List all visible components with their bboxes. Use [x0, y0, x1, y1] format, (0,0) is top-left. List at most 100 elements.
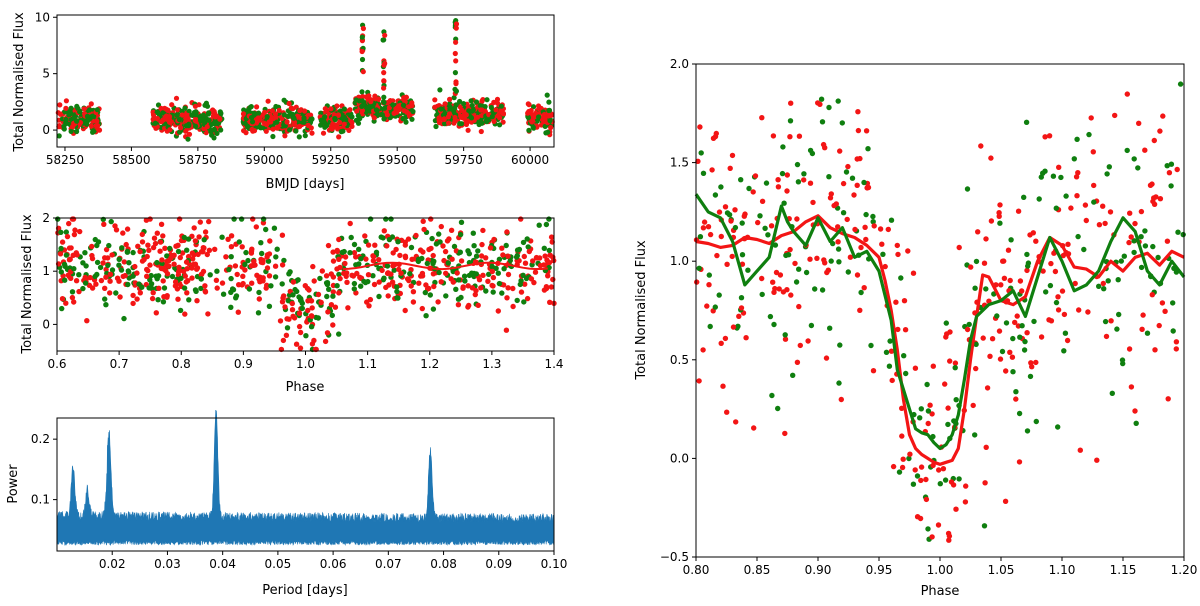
timeseries-point: [525, 110, 531, 116]
phase-folded-point: [113, 290, 119, 296]
phase-zoom-point: [1091, 182, 1097, 189]
phase-folded-point: [201, 237, 207, 243]
phase-zoom-ytick-label: 1.0: [670, 254, 689, 268]
phase-zoom-point: [858, 289, 864, 296]
timeseries-point: [154, 110, 160, 116]
phase-zoom-point: [1055, 294, 1061, 300]
phase-folded-point: [402, 254, 409, 261]
periodogram-axes: 0.02 0.03 0.04 0.05 0.06 0.07 0.08 0.09 0.10 0.1 0…: [31, 432, 567, 571]
phase-folded-point: [89, 243, 95, 250]
phase-zoom-point: [1033, 238, 1039, 244]
timeseries-point: [366, 93, 372, 99]
phase-folded-point: [394, 288, 400, 295]
timeseries-point: [274, 125, 280, 131]
phase-folded-point: [181, 285, 188, 291]
phase-zoom-point: [896, 469, 903, 475]
phase-zoom-point: [838, 396, 844, 403]
phase-folded-point: [547, 252, 553, 258]
phase-zoom-point: [1104, 171, 1110, 177]
phase-folded-point: [223, 254, 229, 260]
phase-folded-point: [356, 246, 362, 252]
phase-folded-point: [490, 289, 496, 295]
phase-zoom-point: [781, 200, 787, 206]
phase-folded-point: [164, 271, 171, 277]
periodogram-xtick-label: 0.07: [375, 557, 402, 571]
timeseries-point: [452, 114, 458, 121]
timeseries-point: [302, 108, 308, 114]
timeseries-point: [381, 85, 387, 91]
phase-zoom-point: [1165, 396, 1171, 402]
periodogram-power-trace: [56, 409, 555, 547]
phase-zoom-point: [1127, 210, 1133, 216]
phase-zoom-point: [903, 370, 909, 377]
phase-zoom-point: [788, 292, 794, 298]
phase-folded-point: [186, 297, 192, 303]
phase-zoom-point: [1128, 234, 1134, 240]
phase-folded-point: [472, 291, 478, 298]
phase-folded-point: [413, 232, 419, 239]
phase-zoom-point: [923, 496, 930, 503]
phase-zoom-point: [912, 365, 919, 371]
phase-folded-point: [298, 298, 304, 304]
phase-zoom-point: [814, 255, 820, 261]
phase-zoom-point: [1051, 250, 1057, 256]
phase-folded-point: [234, 271, 240, 278]
phase-zoom-point: [771, 321, 777, 328]
timeseries-point: [530, 104, 537, 110]
phase-zoom-point: [983, 286, 989, 292]
phase-zoom-point: [1009, 354, 1016, 360]
phase-folded-point: [536, 222, 542, 228]
phase-folded-point: [130, 300, 136, 307]
phase-folded-point: [264, 265, 271, 271]
phase-zoom-point: [733, 419, 739, 425]
phase-zoom-point: [1013, 396, 1019, 402]
phase-folded-point: [121, 315, 127, 322]
timeseries-point: [74, 128, 80, 135]
phase-folded-point: [358, 283, 364, 289]
phase-zoom-point: [822, 145, 828, 151]
phase-zoom-point: [945, 421, 951, 428]
timeseries-point: [497, 122, 503, 128]
phase-folded-point: [449, 256, 455, 262]
phase-folded-point: [55, 216, 61, 222]
phase-zoom-point: [936, 467, 942, 473]
timeseries-point: [359, 89, 365, 95]
timeseries-point: [193, 109, 199, 115]
phase-folded-point: [456, 277, 462, 283]
phase-zoom-point: [803, 269, 810, 276]
phase-folded-point: [191, 225, 197, 231]
phase-zoom-point: [705, 224, 712, 230]
timeseries-point: [480, 97, 486, 103]
phase-folded-point: [122, 272, 128, 279]
phase-zoom-point: [732, 207, 738, 213]
phase-folded-point: [176, 216, 183, 222]
phase-zoom-point: [835, 239, 841, 245]
phase-zoom-point: [1074, 136, 1080, 142]
timeseries-point: [208, 121, 214, 128]
phase-folded-point: [101, 221, 107, 227]
phase-folded-point: [325, 242, 332, 249]
phase-zoom-point: [826, 174, 832, 180]
phase-folded-xtick-label: 1.1: [358, 357, 377, 371]
phase-folded-xtick-label: 1.4: [544, 357, 563, 371]
phase-folded-point: [255, 310, 262, 316]
phase-zoom-point: [1064, 337, 1071, 344]
timeseries-frame: [56, 14, 555, 148]
phase-zoom-point: [930, 363, 936, 369]
phase-zoom-point: [989, 336, 996, 342]
phase-zoom-point: [952, 365, 958, 371]
phase-folded-point: [171, 261, 177, 267]
phase-folded-point: [308, 324, 315, 330]
phase-zoom-xtick-label: 0.95: [866, 563, 893, 577]
phase-folded-point: [297, 329, 304, 336]
phase-folded-point: [325, 309, 331, 315]
phase-folded-point: [151, 235, 158, 241]
timeseries-point: [335, 126, 341, 132]
phase-folded-xlabel: Phase: [286, 380, 325, 395]
timeseries-point: [285, 113, 291, 119]
phase-folded-point: [336, 331, 342, 337]
timeseries-point: [359, 56, 366, 63]
timeseries-point: [447, 96, 453, 102]
phase-folded-point: [282, 304, 288, 310]
phase-folded-point: [103, 246, 110, 253]
